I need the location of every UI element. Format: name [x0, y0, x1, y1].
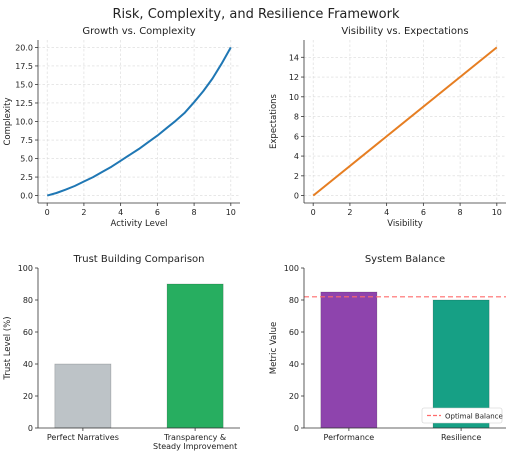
chart-title: System Balance	[365, 254, 445, 265]
bar-2	[166, 283, 224, 429]
y-tick-label: 80	[23, 296, 33, 305]
y-tick-label: 0.0	[20, 192, 33, 201]
chart-panel-4: System Balance 0 20 40 60 80 100 Performance Res…	[269, 254, 506, 442]
y-tick-label: 15.0	[15, 80, 33, 89]
x-tick-label: 0	[45, 208, 50, 217]
y-tick-label: 100	[284, 264, 299, 273]
y-tick-label: 0	[294, 192, 299, 201]
figure-suptitle: Risk, Complexity, and Resilience Framewo…	[112, 7, 399, 22]
y-tick-label: 14	[289, 53, 299, 62]
y-tick-label: 2	[294, 172, 299, 181]
y-tick-label: 5.0	[20, 155, 33, 164]
chart-panel-3: Trust Building Comparison 0 20 40 60 80 100 Per…	[3, 254, 240, 451]
y-tick-label: 0	[294, 424, 299, 433]
legend-label: Optimal Balance	[445, 413, 503, 421]
y-tick-label: 40	[23, 360, 33, 369]
y-tick-label: 60	[289, 328, 299, 337]
y-tick-label: 80	[289, 296, 299, 305]
x-axis-label: Activity Level	[111, 219, 168, 229]
y-tick-label: 6	[294, 132, 299, 141]
y-tick-label: 20.0	[15, 43, 33, 52]
y-tick-label: 8	[294, 113, 299, 122]
chart-panel-2: Visibility vs. Expectations 0 2 4 6 8 10 0 2 4 6 8 1…	[269, 26, 506, 229]
y-tick-label: 20	[23, 392, 33, 401]
y-tick-label: 10	[289, 93, 299, 102]
x-tick-label: 6	[155, 208, 160, 217]
x-tick-label: Transparency &	[163, 433, 226, 442]
chart-title: Trust Building Comparison	[72, 254, 204, 265]
y-tick-label: 40	[289, 360, 299, 369]
x-tick-label: 10	[492, 208, 502, 217]
x-tick-label: 8	[192, 208, 197, 217]
y-tick-label: 12.5	[15, 99, 33, 108]
x-tick-label: 2	[81, 208, 86, 217]
y-tick-label: 100	[18, 264, 33, 273]
x-tick-label: 4	[384, 208, 389, 217]
x-tick-label: 6	[421, 208, 426, 217]
bar-1	[320, 291, 378, 429]
x-tick-label: 4	[118, 208, 123, 217]
bar-1	[54, 363, 112, 429]
x-tick-label: 10	[226, 208, 236, 217]
y-tick-label: 7.5	[20, 136, 33, 145]
y-tick-label: 10.0	[15, 118, 33, 127]
chart-title: Growth vs. Complexity	[82, 26, 195, 37]
x-tick-label: 2	[347, 208, 352, 217]
y-tick-label: 12	[289, 73, 299, 82]
y-tick-label: 60	[23, 328, 33, 337]
x-tick-label: Resilience	[441, 433, 481, 442]
y-axis-label: Expectations	[269, 93, 279, 149]
panels: Growth vs. Complexity 0 2 4 6 8 10 0.0 2.5 5.0 7.5…	[3, 26, 506, 451]
series-line-1	[46, 46, 232, 197]
x-axis-label: Visibility	[387, 219, 423, 229]
y-tick-label: 17.5	[15, 62, 33, 71]
y-tick-label: 4	[294, 152, 299, 161]
x-tick-label: Perfect Narratives	[47, 433, 119, 442]
y-axis-label: Complexity	[3, 97, 13, 145]
series-line-1	[312, 46, 498, 197]
y-axis-label: Trust Level (%)	[3, 316, 13, 380]
bar-2	[432, 299, 490, 429]
y-tick-label: 2.5	[20, 173, 33, 182]
x-tick-label: Performance	[324, 433, 375, 442]
y-tick-label: 0	[28, 424, 33, 433]
x-tick-label: Steady Improvement	[153, 442, 237, 451]
x-tick-label: 8	[458, 208, 463, 217]
chart-title: Visibility vs. Expectations	[341, 26, 468, 37]
legend-box	[421, 407, 503, 424]
y-tick-label: 20	[289, 392, 299, 401]
x-tick-label: 0	[311, 208, 316, 217]
y-axis-label: Metric Value	[269, 322, 279, 374]
chart-panel-1: Growth vs. Complexity 0 2 4 6 8 10 0.0 2.5 5.0 7.5…	[3, 26, 240, 229]
